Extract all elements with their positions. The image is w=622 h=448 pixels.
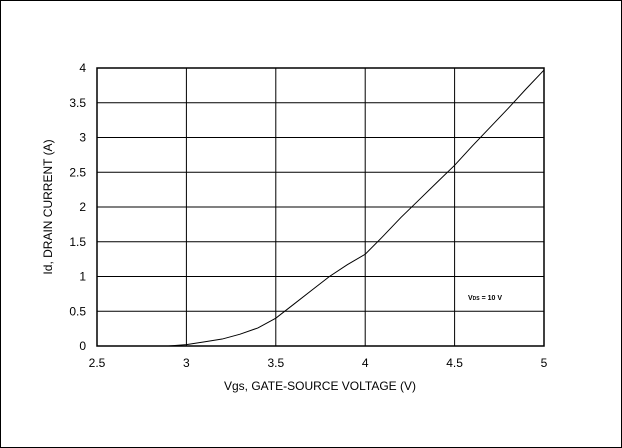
x-tick-label: 4.5	[446, 356, 463, 370]
drain-current-curve	[97, 69, 545, 347]
grid	[97, 68, 544, 346]
vds-annotation-subscript: DS	[473, 296, 481, 302]
y-tick-label: 0	[79, 339, 86, 353]
y-tick-label: 0.5	[69, 304, 86, 318]
plot-area-border	[96, 67, 545, 347]
y-tick-label: 4	[79, 61, 86, 75]
y-tick-label: 2.5	[69, 165, 86, 179]
vds-annotation-suffix: = 10 V	[480, 295, 503, 302]
x-axis-title: Vgs, GATE-SOURCE VOLTAGE (V)	[224, 379, 416, 393]
curve-layer	[97, 69, 545, 347]
x-tick-label: 3	[183, 356, 190, 370]
y-tick-labels: 0 0.5 1 1.5 2 2.5 3 3.5 4	[69, 61, 86, 353]
vds-annotation-prefix: V	[468, 295, 473, 302]
y-tick-label: 1.5	[69, 235, 86, 249]
x-tick-labels: 2.5 3 3.5 4 4.5 5	[89, 356, 548, 370]
y-tick-label: 3	[79, 131, 86, 145]
x-tick-label: 2.5	[89, 356, 106, 370]
y-tick-label: 3.5	[69, 96, 86, 110]
x-tick-label: 4	[362, 356, 369, 370]
y-axis-title: Id, DRAIN CURRENT (A)	[41, 139, 55, 274]
vds-annotation: VDS = 10 V	[468, 295, 502, 302]
x-tick-label: 3.5	[267, 356, 284, 370]
y-tick-label: 1	[79, 270, 86, 284]
x-tick-label: 5	[541, 356, 548, 370]
y-tick-label: 2	[79, 200, 86, 214]
